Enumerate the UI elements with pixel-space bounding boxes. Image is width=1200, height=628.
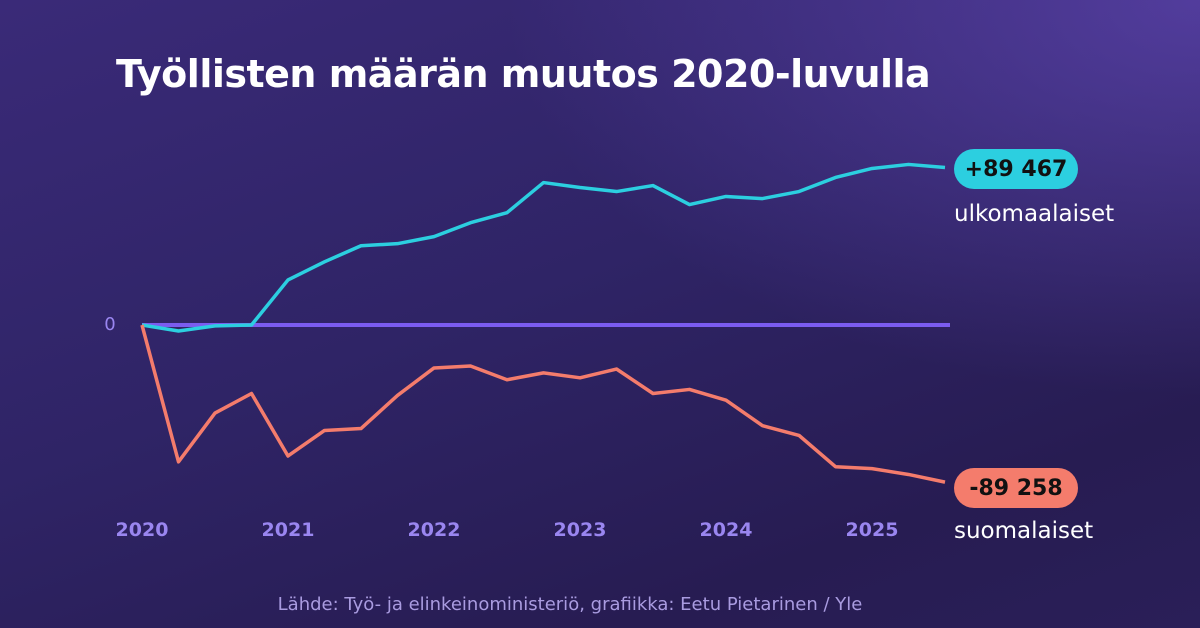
chart-title: Työllisten määrän muutos 2020-luvulla bbox=[116, 52, 931, 96]
series-line-suomalaiset bbox=[140, 324, 946, 484]
x-tick-label: 2024 bbox=[700, 519, 753, 541]
ulkomaalaiset-legend-label: ulkomaalaiset bbox=[954, 201, 1115, 227]
x-tick-label: 2025 bbox=[846, 519, 899, 541]
x-tick-label: 2022 bbox=[408, 519, 461, 541]
x-tick-label: 2023 bbox=[554, 519, 607, 541]
series-line-ulkomaalaiset bbox=[141, 162, 946, 333]
y-tick-label: 0 bbox=[104, 314, 115, 335]
background-glow bbox=[500, 0, 1200, 400]
suomalaiset-legend-label: suomalaiset bbox=[954, 518, 1094, 544]
source-text: Lähde: Työ- ja elinkeinoministeriö, graf… bbox=[277, 594, 863, 615]
x-tick-label: 2021 bbox=[262, 519, 315, 541]
suomalaiset-value-badge: -89 258 bbox=[954, 468, 1078, 508]
ulkomaalaiset-value-badge: +89 467 bbox=[954, 149, 1078, 189]
x-tick-label: 2020 bbox=[116, 519, 169, 541]
